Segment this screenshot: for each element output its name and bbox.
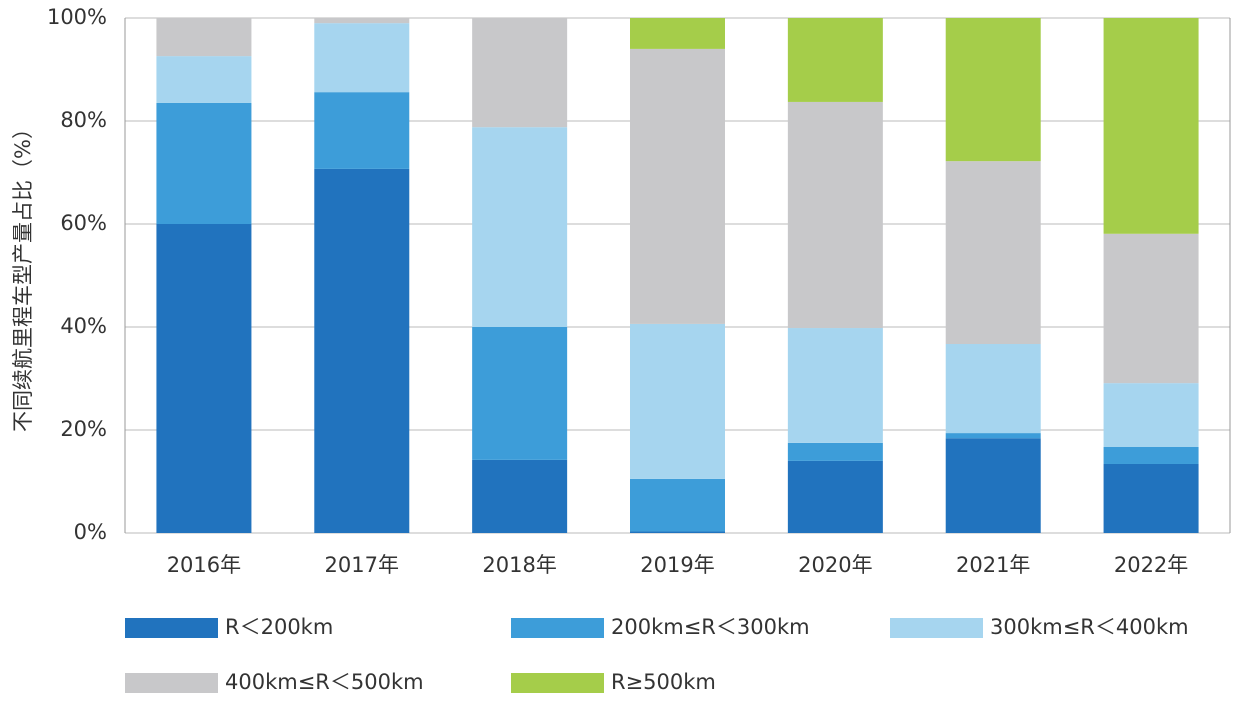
y-axis-label: 不同续航里程车型产量占比（%） <box>11 118 35 432</box>
bar-segment <box>1103 233 1199 384</box>
bar-segment <box>314 168 410 533</box>
bar-segment <box>1103 463 1199 533</box>
bar-segment <box>314 18 410 24</box>
y-tick-label: 40% <box>60 314 107 338</box>
y-tick-label: 60% <box>60 211 107 235</box>
bar-segment <box>1103 18 1199 234</box>
bar-segment <box>314 23 410 93</box>
bar-segment <box>472 459 568 533</box>
bar-segment <box>787 442 883 461</box>
bar-segment <box>472 327 568 460</box>
y-tick-label: 100% <box>47 5 107 29</box>
y-tick-label: 0% <box>74 520 107 544</box>
bar-segment <box>630 18 725 49</box>
bar-segment <box>945 161 1041 344</box>
legend-swatch <box>511 673 604 693</box>
x-tick-label: 2019年 <box>640 553 714 577</box>
x-tick-label: 2020年 <box>798 553 872 577</box>
bar-segment <box>314 92 410 169</box>
legend-label: 200km≤R＜300km <box>611 615 810 639</box>
bar-segment <box>945 18 1041 162</box>
x-tick-label: 2018年 <box>482 553 556 577</box>
bar-segment <box>945 433 1041 439</box>
bar-segment <box>472 127 568 328</box>
legend-label: 400km≤R＜500km <box>225 670 424 694</box>
bar-segment <box>156 224 252 533</box>
bar-segment <box>787 460 883 533</box>
x-tick-label: 2022年 <box>1114 553 1188 577</box>
y-tick-label: 80% <box>60 108 107 132</box>
x-tick-label: 2021年 <box>956 553 1030 577</box>
x-tick-label: 2016年 <box>167 553 241 577</box>
y-tick-label: 20% <box>60 417 107 441</box>
bar-segment <box>787 101 883 329</box>
legend-label: R≥500km <box>611 670 716 694</box>
bar-segment <box>1103 383 1199 447</box>
legend-swatch <box>890 618 983 638</box>
legend-swatch <box>511 618 604 638</box>
bar-segment <box>945 438 1041 533</box>
bar-segment <box>630 48 725 324</box>
x-tick-label: 2017年 <box>325 553 399 577</box>
bar-segment <box>630 478 725 532</box>
legend-label: R＜200km <box>225 615 333 639</box>
legend-label: 300km≤R＜400km <box>990 615 1189 639</box>
bar-segment <box>156 18 252 57</box>
bar-segment <box>1103 446 1199 464</box>
bar-segment <box>945 343 1041 434</box>
bar-segment <box>630 323 725 479</box>
bar-segment <box>787 18 883 102</box>
bar-segment <box>630 531 725 533</box>
legend-swatch <box>125 618 218 638</box>
legend-swatch <box>125 673 218 693</box>
bar-segment <box>472 18 568 128</box>
bar-segment <box>787 328 883 443</box>
bar-segment <box>156 56 252 103</box>
bar-segment <box>156 102 252 224</box>
